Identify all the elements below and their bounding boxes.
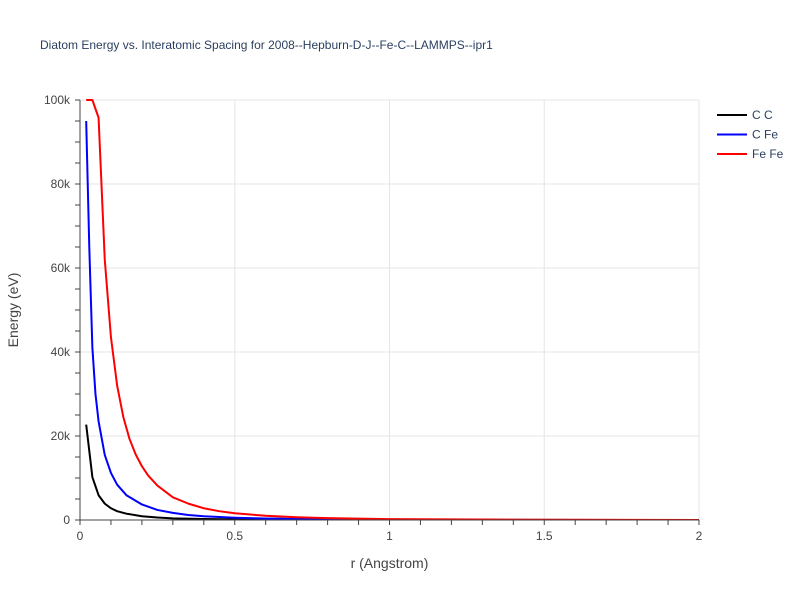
chart-title: Diatom Energy vs. Interatomic Spacing fo… <box>40 38 493 52</box>
y-tick-label: 80k <box>51 177 71 191</box>
legend-item-c-c[interactable]: C C <box>717 108 773 122</box>
axes: 0 20k 40k 60k 80k 100k 0 0.5 1 1.5 2 <box>44 93 703 543</box>
series-line-fe-fe <box>86 99 699 520</box>
y-tick-label: 100k <box>44 93 71 107</box>
y-tick-label: 0 <box>63 513 70 527</box>
y-tick-label: 20k <box>51 429 71 443</box>
y-axis-title: Energy (eV) <box>5 273 21 348</box>
legend-item-c-fe[interactable]: C Fe <box>717 128 778 142</box>
legend-label: C C <box>752 108 773 122</box>
legend-label: Fe Fe <box>752 147 784 161</box>
legend-label: C Fe <box>752 128 778 142</box>
x-tick-label: 1.5 <box>536 529 553 543</box>
x-tick-label: 0 <box>77 529 84 543</box>
y-tick-label: 60k <box>51 261 71 275</box>
series-line-c-fe <box>85 120 699 520</box>
x-tick-label: 1 <box>386 529 393 543</box>
grid <box>80 99 700 520</box>
x-tick-label: 0.5 <box>226 529 243 543</box>
y-tick-label: 40k <box>51 345 71 359</box>
legend[interactable]: C C C Fe Fe Fe <box>717 108 784 161</box>
x-tick-label: 2 <box>696 529 703 543</box>
legend-item-fe-fe[interactable]: Fe Fe <box>717 147 784 161</box>
x-axis-title: r (Angstrom) <box>351 555 429 571</box>
